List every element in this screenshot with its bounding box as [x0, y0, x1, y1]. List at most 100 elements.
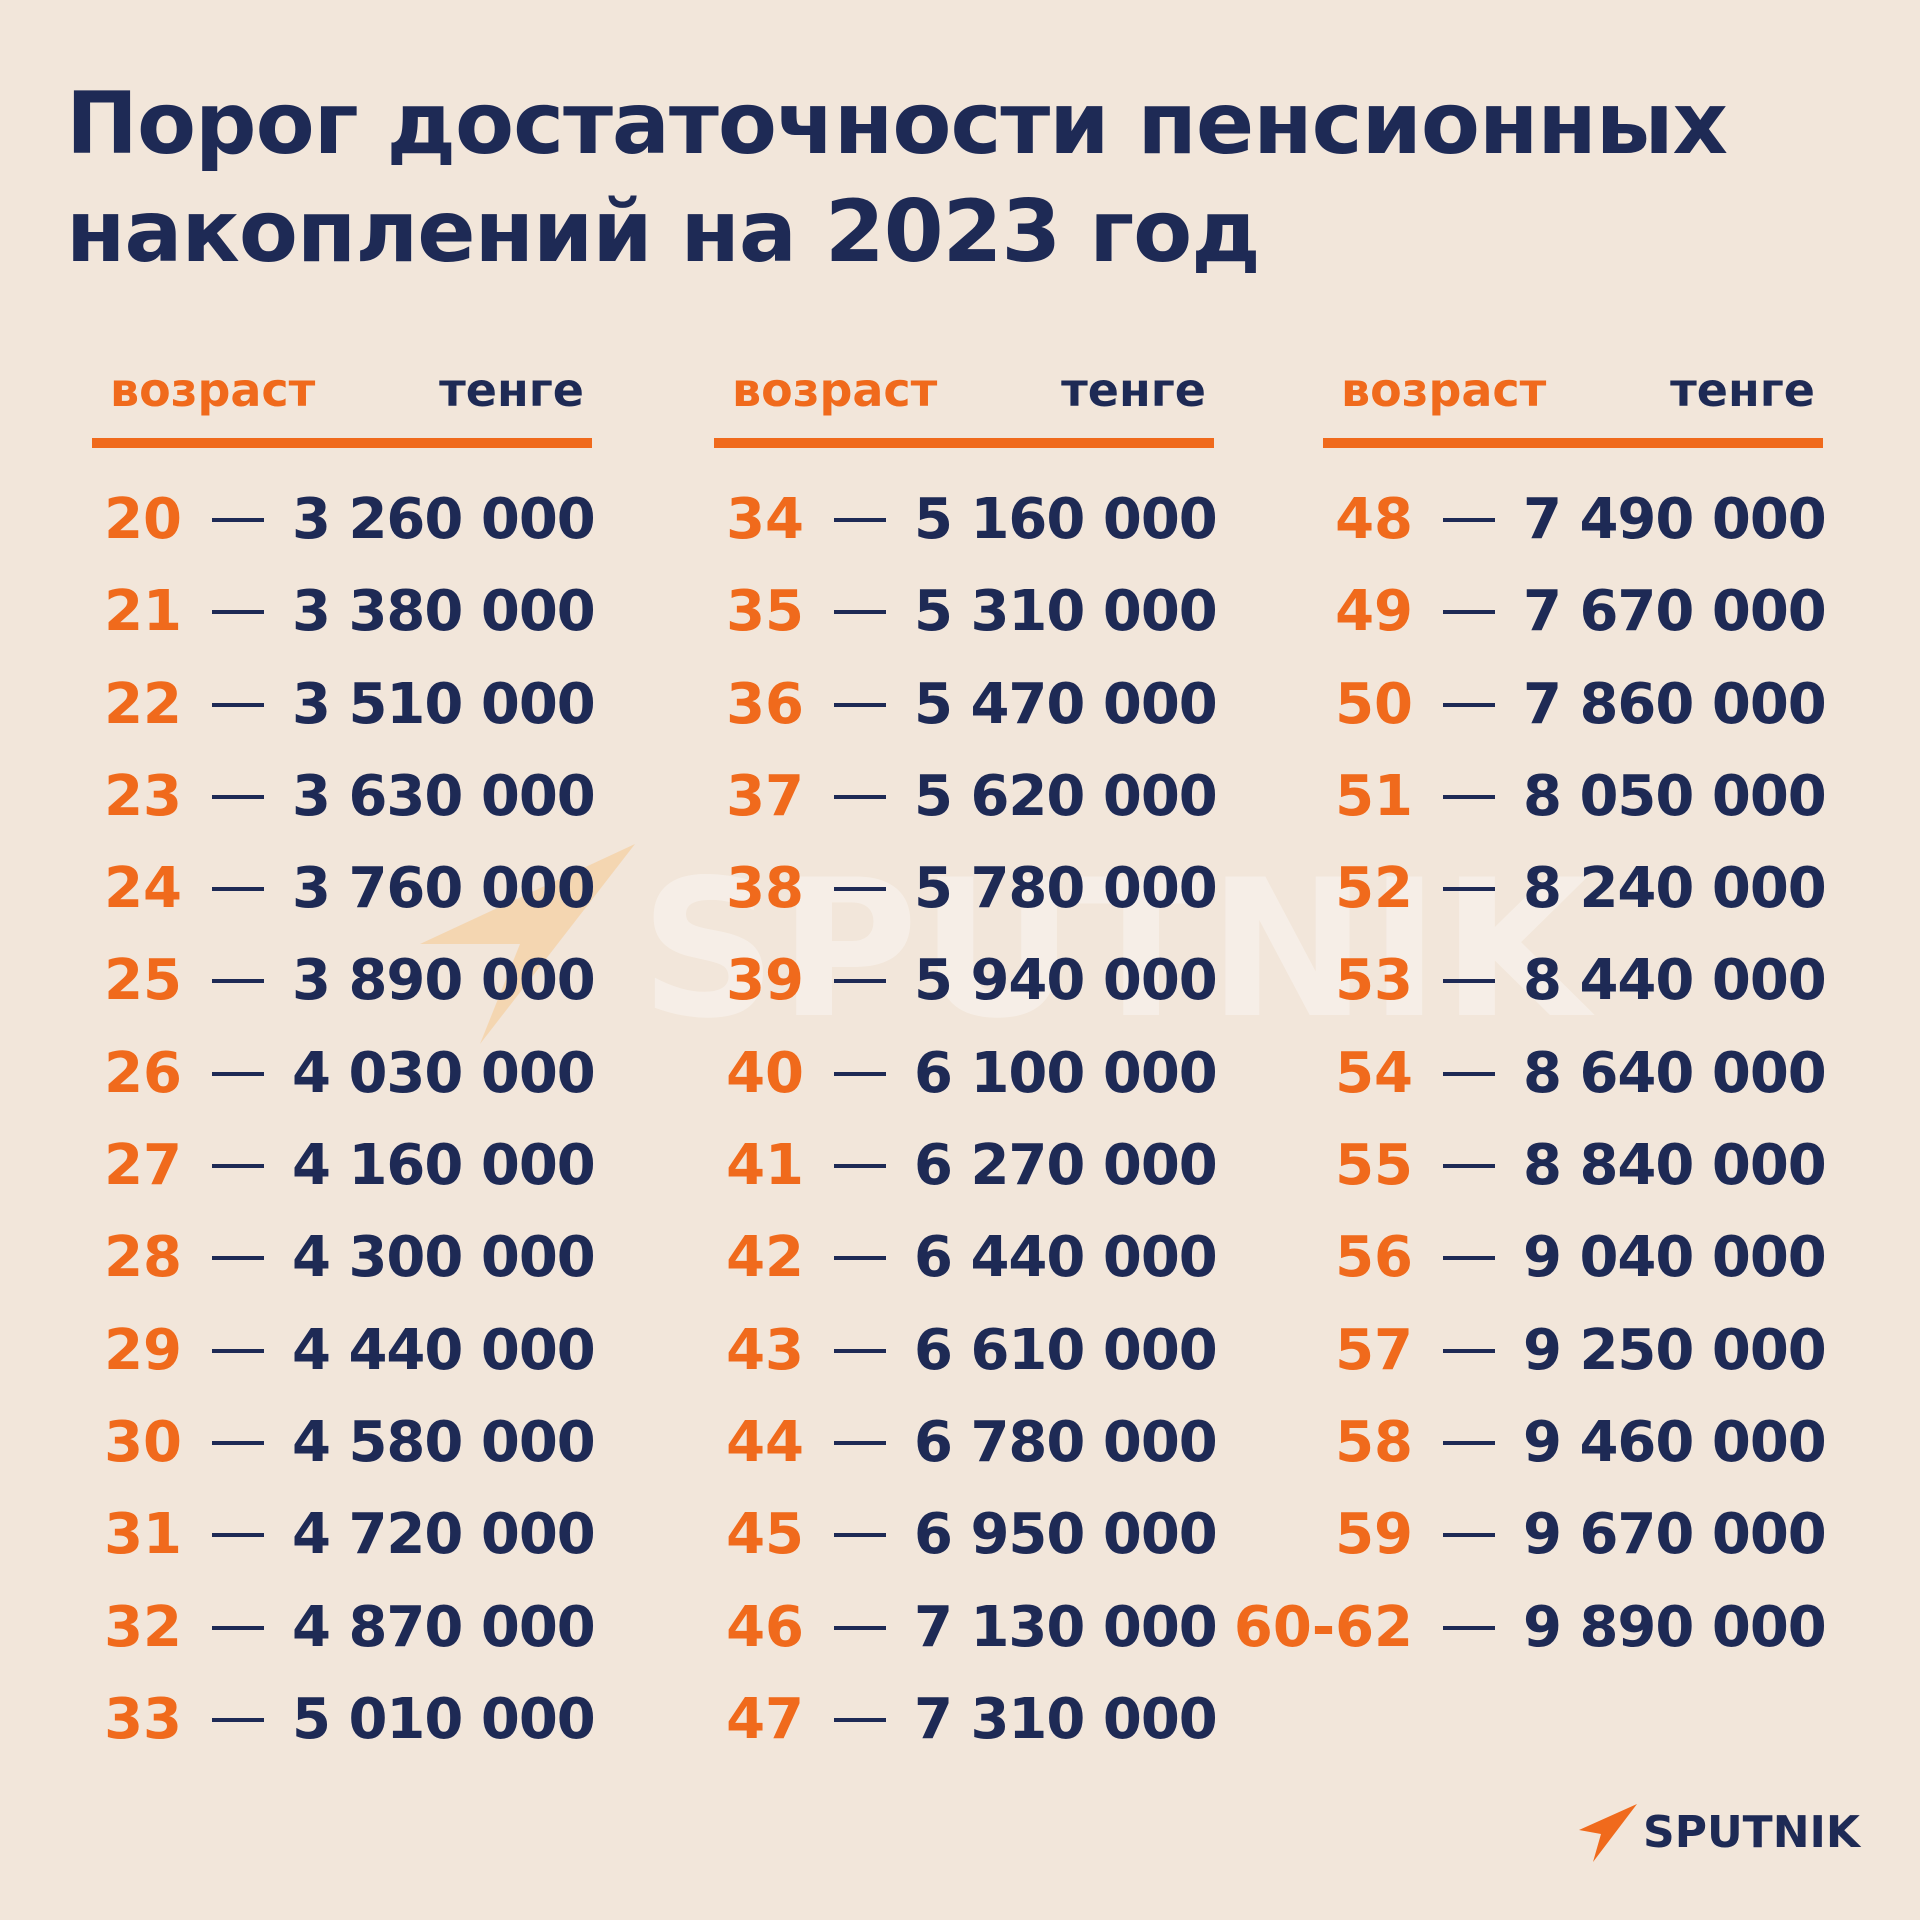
age-value: 45 [726, 1502, 804, 1568]
table-row: 35 5 310 000 [714, 572, 1218, 664]
table-row: 31 4 720 000 [92, 1495, 596, 1587]
dash-separator [212, 1533, 264, 1538]
age-value: 49 [1335, 579, 1413, 645]
amount-value: 9 670 000 [1523, 1502, 1827, 1568]
amount-value: 4 160 000 [292, 1133, 596, 1199]
dash-separator [834, 979, 886, 984]
table-column: возраст тенге 34 5 160 000 35 5 310 000 36 5 47… [714, 360, 1218, 1772]
table-row: 46 7 130 000 [714, 1588, 1218, 1680]
amount-value: 3 260 000 [292, 487, 596, 552]
amount-value: 9 040 000 [1523, 1225, 1827, 1291]
amount-value: 6 950 000 [914, 1502, 1218, 1568]
age-value: 40 [726, 1040, 804, 1106]
dash-separator [834, 1348, 886, 1353]
table-rows: 34 5 160 000 35 5 310 000 36 5 470 000 37 5 620… [714, 480, 1218, 1772]
age-value: 35 [726, 579, 804, 645]
table-row: 20 3 260 000 [92, 480, 596, 572]
age-value: 42 [726, 1225, 804, 1291]
dash-separator [1443, 1348, 1495, 1353]
table-row: 39 5 940 000 [714, 941, 1218, 1033]
table-row: 26 4 030 000 [92, 1034, 596, 1126]
age-value: 57 [1335, 1317, 1413, 1383]
table-row: 21 3 380 000 [92, 572, 596, 664]
page-title: Порог достаточности пенсионных накоплени… [66, 74, 1728, 282]
table-row: 45 6 950 000 [714, 1495, 1218, 1587]
dash-separator [834, 1071, 886, 1076]
age-value: 58 [1335, 1409, 1413, 1475]
age-value: 41 [726, 1133, 804, 1199]
dash-separator [212, 794, 264, 799]
age-value: 39 [726, 948, 804, 1014]
age-value: 27 [104, 1133, 182, 1199]
amount-value: 9 890 000 [1523, 1594, 1827, 1660]
age-value: 47 [726, 1686, 804, 1752]
age-value: 28 [104, 1225, 182, 1291]
amount-value: 3 630 000 [292, 763, 596, 829]
amount-value: 8 240 000 [1523, 856, 1827, 922]
dash-separator [1443, 1440, 1495, 1445]
amount-value: 5 940 000 [914, 948, 1218, 1014]
table-row: 37 5 620 000 [714, 757, 1218, 849]
table-row: 49 7 670 000 [1323, 572, 1827, 664]
dash-separator [834, 610, 886, 615]
age-value: 29 [104, 1317, 182, 1383]
table-row: 47 7 310 000 [714, 1680, 1218, 1772]
table-rows: 20 3 260 000 21 3 380 000 22 3 510 000 23 3 630… [92, 480, 596, 1772]
table-row: 27 4 160 000 [92, 1126, 596, 1218]
dash-separator [212, 979, 264, 984]
table-row: 51 8 050 000 [1323, 757, 1827, 849]
table-row: 28 4 300 000 [92, 1218, 596, 1310]
age-header: возраст [1341, 363, 1547, 417]
dash-separator [1443, 1071, 1495, 1076]
table-row: 23 3 630 000 [92, 757, 596, 849]
table-row: 50 7 860 000 [1323, 665, 1827, 757]
table-row: 40 6 100 000 [714, 1034, 1218, 1126]
dash-separator [834, 1256, 886, 1261]
age-value: 50 [1335, 671, 1413, 737]
age-value: 31 [104, 1502, 182, 1568]
table-row: 36 5 470 000 [714, 665, 1218, 757]
table-row: 42 6 440 000 [714, 1218, 1218, 1310]
dash-separator [212, 1625, 264, 1630]
amount-value: 9 460 000 [1523, 1409, 1827, 1475]
brand-name: SPUTNIK [1643, 1807, 1860, 1858]
dash-separator [834, 1533, 886, 1538]
dash-separator [834, 1164, 886, 1169]
age-value: 48 [1335, 487, 1413, 552]
age-value: 36 [726, 671, 804, 737]
table-row: 54 8 640 000 [1323, 1034, 1827, 1126]
table-row: 22 3 510 000 [92, 665, 596, 757]
dash-separator [834, 794, 886, 799]
dash-separator [1443, 979, 1495, 984]
dash-separator [1443, 610, 1495, 615]
amount-value: 3 380 000 [292, 579, 596, 645]
amount-value: 8 050 000 [1523, 763, 1827, 829]
age-value: 26 [104, 1040, 182, 1106]
amount-value: 6 270 000 [914, 1133, 1218, 1199]
table-row: 32 4 870 000 [92, 1588, 596, 1680]
amount-value: 5 780 000 [914, 856, 1218, 922]
amount-value: 3 760 000 [292, 856, 596, 922]
age-value: 24 [104, 856, 182, 922]
currency-header: тенге [439, 363, 584, 417]
age-value: 46 [726, 1594, 804, 1660]
table-row: 34 5 160 000 [714, 480, 1218, 572]
age-value: 43 [726, 1317, 804, 1383]
amount-value: 4 300 000 [292, 1225, 596, 1291]
age-value: 53 [1335, 948, 1413, 1014]
amount-value: 4 580 000 [292, 1409, 596, 1475]
table-row: 33 5 010 000 [92, 1680, 596, 1772]
column-header: возраст тенге [92, 360, 592, 448]
amount-value: 6 100 000 [914, 1040, 1218, 1106]
dash-separator [212, 1717, 264, 1722]
amount-value: 7 860 000 [1523, 671, 1827, 737]
age-value: 34 [726, 487, 804, 552]
age-value: 55 [1335, 1133, 1413, 1199]
amount-value: 8 440 000 [1523, 948, 1827, 1014]
age-value: 23 [104, 763, 182, 829]
currency-header: тенге [1061, 363, 1206, 417]
age-value: 20 [104, 487, 182, 552]
dash-separator [1443, 518, 1495, 522]
age-value: 54 [1335, 1040, 1413, 1106]
dash-separator [834, 1625, 886, 1630]
